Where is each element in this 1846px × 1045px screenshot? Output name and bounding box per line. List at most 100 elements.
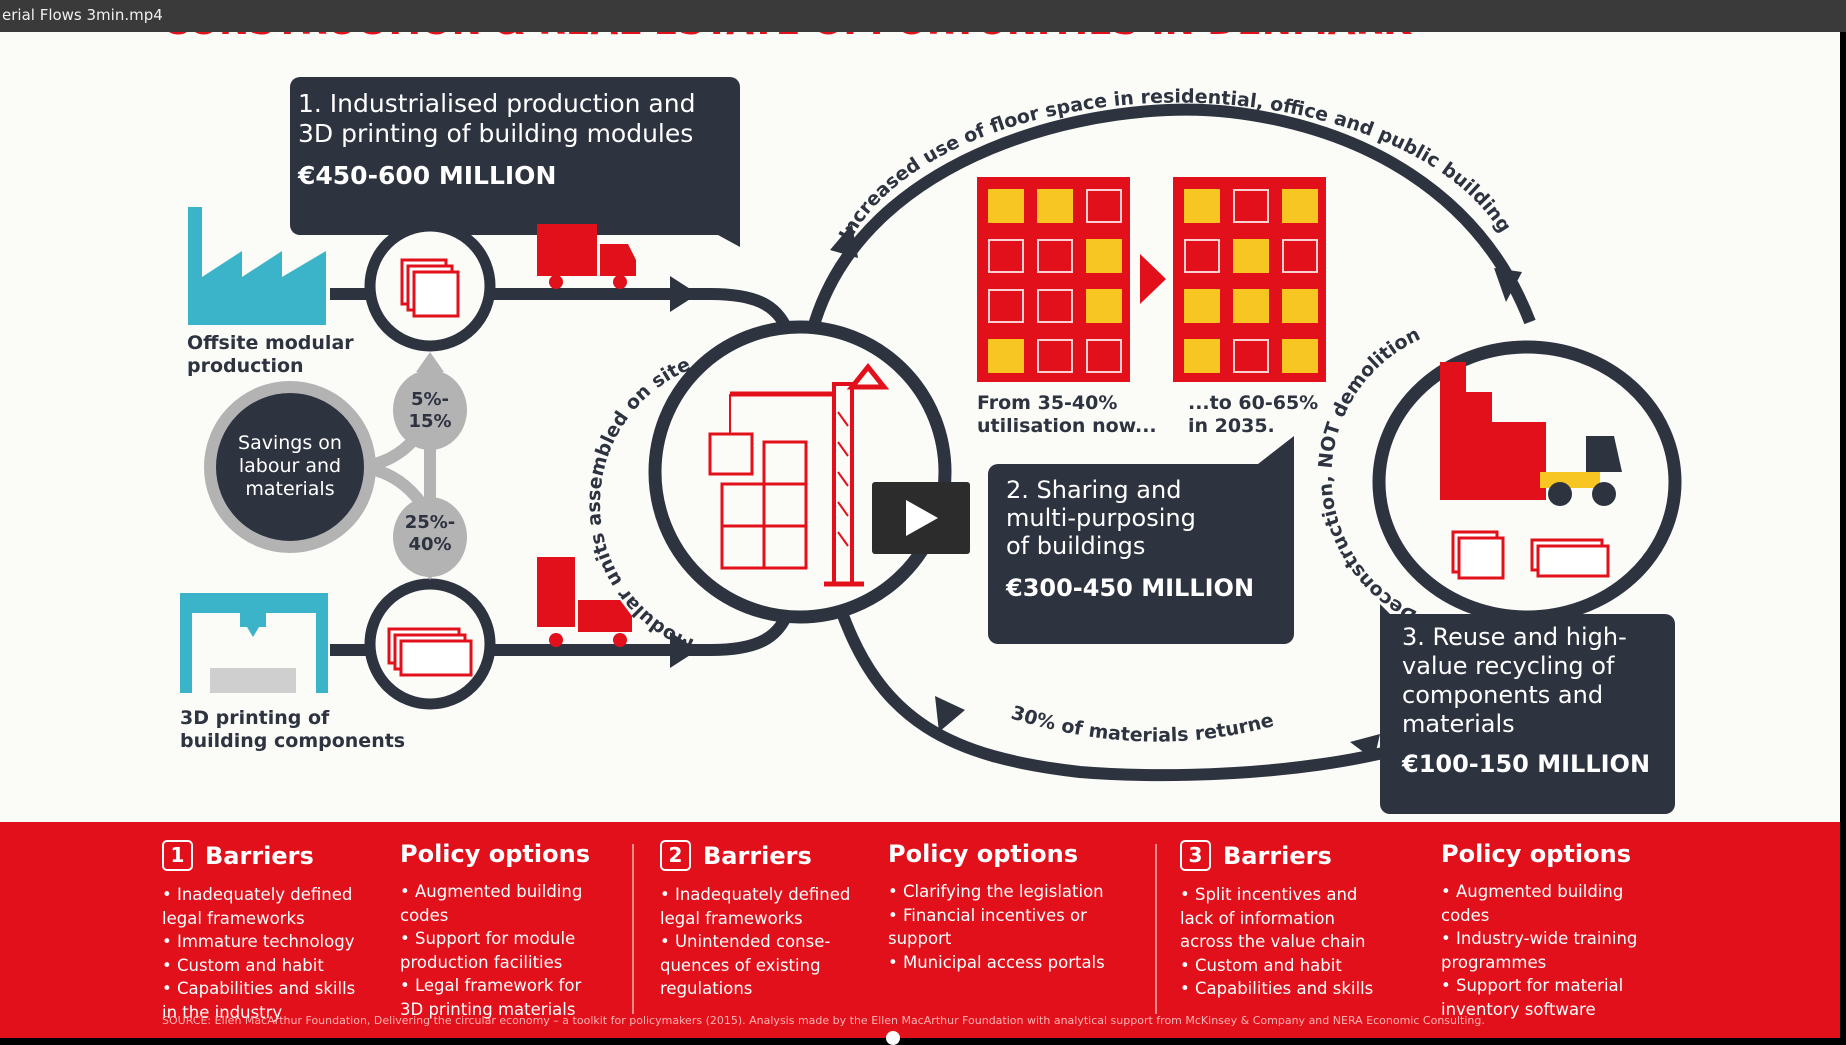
list-item: inventory software [1441,999,1596,1019]
list-item: • Split incentives and [1180,885,1358,904]
list-item: • Capabilities and skills [1180,979,1374,998]
savings-arrow-up [416,352,444,372]
policy-column-3: Policy options • Augmented building code… [1441,822,1637,1021]
policy-column-1: Policy options • Augmented building code… [400,822,590,1021]
window-pane [988,239,1024,273]
list-item: • Industry-wide training [1441,929,1638,948]
window-pane [1282,189,1318,223]
util-now-2: utilisation now... [977,415,1157,437]
list-item: legal frameworks [660,908,803,928]
window-pane [1233,339,1269,373]
building-arrow [1140,254,1166,304]
window-pane [988,289,1024,323]
truck-icon-top [537,224,636,289]
loop-arrow-top-right [1494,268,1522,302]
barriers-column-3: 3 Barriers • Split incentives and lack of… [1180,822,1373,1001]
column-title: Policy options [1441,840,1631,868]
column-title: Barriers [205,841,314,870]
list-item: • Inadequately defined [660,885,851,904]
loop-arrow-top-left [830,224,858,258]
box3-line3: components and [1402,681,1603,709]
list-item: legal frameworks [162,908,305,928]
savings-label-3: materials [245,478,334,500]
3d-printer-icon [180,593,328,693]
callout-box-1 [290,77,740,247]
list-item: • Augmented building [1441,882,1624,901]
barriers-column-2: 2 Barriers • Inadequately defined legal f… [660,822,850,1001]
util-2035-2: in 2035. [1188,415,1275,437]
window-pane [988,189,1024,223]
window-pane [1037,339,1073,373]
list-item: across the value chain [1180,932,1366,951]
column-divider [632,844,634,1014]
window-pane [1086,239,1122,273]
list-item: • Municipal access portals [888,952,1105,972]
window-pane [1282,239,1318,273]
list-item: codes [1441,905,1490,925]
savings-top-2: 15% [408,411,451,432]
item-list: • Inadequately defined legal frameworks … [162,883,355,1024]
list-item: support [888,929,952,948]
window-pane [1233,189,1269,223]
list-item: regulations [660,979,753,998]
savings-top-1: 5%- [411,389,449,410]
column-title: Policy options [888,840,1078,868]
building-windows [988,189,1318,373]
list-item: • Support for material [1441,976,1624,995]
printing-label-2: building components [180,730,405,752]
window-pane [1184,289,1220,323]
window-pane [1037,189,1073,223]
column-divider [1155,844,1157,1014]
list-item: quences of existing [660,955,821,975]
window-pane [1037,239,1073,273]
savings-bottom-1: 25%- [405,512,456,533]
barriers-column-1: 1 Barriers • Inadequately defined legal f… [162,822,355,1024]
box3-line1: 3. Reuse and high- [1402,623,1627,651]
window-pane [1086,189,1122,223]
window-pane [1086,289,1122,323]
window-pane [1233,239,1269,273]
column-title: Barriers [1223,841,1332,870]
box1-line1: 1. Industrialised production and [298,89,695,118]
factory-icon [188,207,326,325]
list-item: • Unintended conse- [660,932,831,951]
util-2035-1: ...to 60-65% [1188,392,1318,414]
list-item: • Augmented building [400,882,583,901]
list-item: • Custom and habit [162,955,324,975]
callout-box-2 [988,436,1294,644]
seek-handle[interactable] [886,1031,900,1045]
window-title: erial Flows 3min.mp4 [2,6,163,24]
list-item: • Support for module [400,929,576,948]
list-item: production facilities [400,952,563,972]
video-frame[interactable]: CONSTRUCTION & REAL ESTATE OPPORTUNITIES… [0,32,1840,1038]
list-item: • Inadequately defined [162,885,353,904]
offsite-label-1: Offsite modular [187,332,354,354]
window-pane [1282,339,1318,373]
source-note: SOURCE: Ellen MacArthur Foundation, Deli… [162,1014,1485,1027]
assembly-circle [648,320,952,624]
item-list: • Split incentives and lack of informati… [1180,883,1373,1001]
window-pane [1282,289,1318,323]
box2-line3: of buildings [1006,532,1145,560]
list-item: • Immature technology [162,932,355,951]
column-title: Barriers [703,841,812,870]
item-list: • Augmented building codes • Industry-wi… [1441,880,1637,1021]
list-item: • Capabilities and skills [162,979,356,998]
box2-value: €300-450 MILLION [1005,574,1254,602]
list-item: in the industry [162,1002,283,1022]
flow-arrow-bottom [670,632,698,668]
item-list: • Clarifying the legislation • Financial… [888,880,1105,974]
callout-box-3 [1380,604,1675,814]
number-badge: 3 [1180,840,1211,871]
window-pane [1037,289,1073,323]
savings-badge-top [393,370,467,450]
truck-icon-bottom [537,557,632,647]
crane-icon [708,362,890,587]
savings-label-2: labour and [239,455,341,477]
savings-bottom-2: 40% [408,534,451,555]
list-item: • Financial incentives or [888,905,1087,925]
play-button[interactable] [872,482,970,554]
list-item: 3D printing materials [400,999,576,1019]
panel-stack-icon [387,627,473,677]
main-heading: CONSTRUCTION & REAL ESTATE OPPORTUNITIES… [162,32,1412,43]
